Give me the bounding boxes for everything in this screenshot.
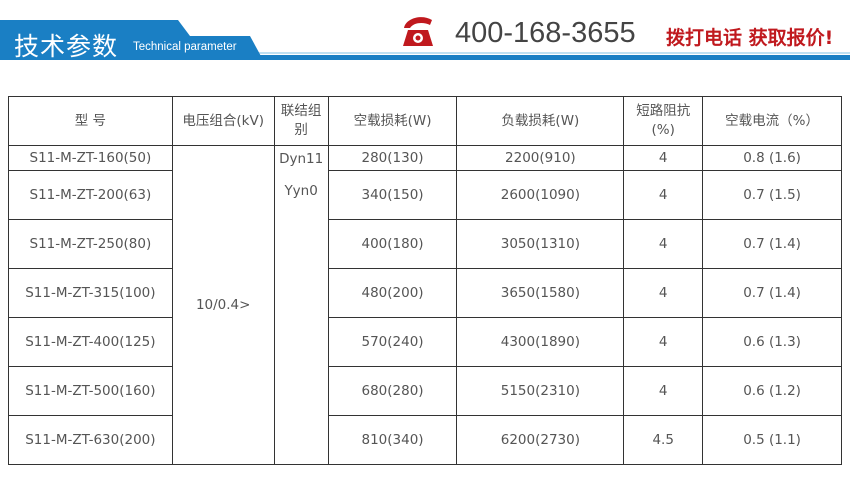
table-row: S11-M-ZT-630(200) 810(340) 6200(2730) 4.5 0.… [8,415,842,465]
table-row: S11-M-ZT-500(160) 680(280) 5150(2310) 4 0.6 … [8,366,842,416]
table-row: S11-M-ZT-160(50) 10/0.4> Dyn11 Yyn0 280(130)… [8,145,842,465]
section-subtitle: Technical parameter [133,41,237,53]
cell-load-loss: 6200(2730) [456,415,625,465]
cell-impedance: 4 [623,219,704,269]
cell-load-loss: 4300(1890) [456,317,625,367]
cell-voltage: 10/0.4> [171,145,275,465]
cell-model: S11-M-ZT-630(200) [8,415,173,465]
col-voltage: 电压组合(kV) [171,96,275,146]
cell-model: S11-M-ZT-315(100) [8,268,173,318]
cell-no-load-current: 0.8 (1.6) [702,145,842,171]
divider-light [0,52,850,54]
call-to-action: 拨打电话 获取报价! [666,27,834,49]
cell-load-loss: 3050(1310) [456,219,625,269]
table-row: S11-M-ZT-315(100) 480(200) 3650(1580) 4 0.7 … [8,268,842,318]
col-impedance: 短路阻抗(%) [623,96,704,146]
cell-connection: Dyn11 Yyn0 [273,145,329,465]
cell-no-load-loss: 400(180) [327,219,458,269]
cell-impedance: 4 [623,145,704,171]
connection-yyn0: Yyn0 [284,183,318,199]
connection-dyn11: Dyn11 [279,151,324,167]
cell-load-loss: 3650(1580) [456,268,625,318]
cell-load-loss: 2600(1090) [456,170,625,220]
cell-no-load-current: 0.5 (1.1) [702,415,842,465]
cell-no-load-loss: 570(240) [327,317,458,367]
phone-number: 400-168-3655 [455,17,636,49]
cell-model: S11-M-ZT-500(160) [8,366,173,416]
col-load-loss: 负载损耗(W) [456,96,625,146]
spec-table: 型 号 电压组合(kV) 联结组别 空载损耗(W) 负载损耗(W) 短路阻抗(%… [8,96,842,465]
cell-no-load-current: 0.6 (1.3) [702,317,842,367]
table-row: S11-M-ZT-400(125) 570(240) 4300(1890) 4 0.6 … [8,317,842,367]
cell-model: S11-M-ZT-160(50) [8,145,173,171]
col-connection: 联结组别 [273,96,329,146]
col-model: 型 号 [8,96,173,146]
cell-impedance: 4 [623,317,704,367]
cell-impedance: 4 [623,170,704,220]
cell-no-load-loss: 340(150) [327,170,458,220]
cell-model: S11-M-ZT-400(125) [8,317,173,367]
divider-blue [0,55,850,60]
telephone-icon [403,17,433,46]
cell-impedance: 4 [623,268,704,318]
col-no-load-loss: 空载损耗(W) [327,96,458,146]
cell-no-load-loss: 810(340) [327,415,458,465]
cell-no-load-loss: 680(280) [327,366,458,416]
cell-model: S11-M-ZT-250(80) [8,219,173,269]
cell-no-load-current: 0.6 (1.2) [702,366,842,416]
table-row: S11-M-ZT-200(63) 340(150) 2600(1090) 4 0.7 (… [8,170,842,220]
cell-load-loss: 2200(910) [456,145,625,171]
cell-model: S11-M-ZT-200(63) [8,170,173,220]
section-title: 技术参数 [14,32,119,61]
cell-no-load-loss: 480(200) [327,268,458,318]
table-row: S11-M-ZT-250(80) 400(180) 3050(1310) 4 0.7 (… [8,219,842,269]
cell-no-load-loss: 280(130) [327,145,458,171]
cell-no-load-current: 0.7 (1.5) [702,170,842,220]
col-no-load-current: 空载电流（%） [702,96,842,146]
table-header-row: 型 号 电压组合(kV) 联结组别 空载损耗(W) 负载损耗(W) 短路阻抗(%… [8,96,842,146]
cell-no-load-current: 0.7 (1.4) [702,219,842,269]
cell-impedance: 4.5 [623,415,704,465]
cell-impedance: 4 [623,366,704,416]
cell-no-load-current: 0.7 (1.4) [702,268,842,318]
cell-load-loss: 5150(2310) [456,366,625,416]
